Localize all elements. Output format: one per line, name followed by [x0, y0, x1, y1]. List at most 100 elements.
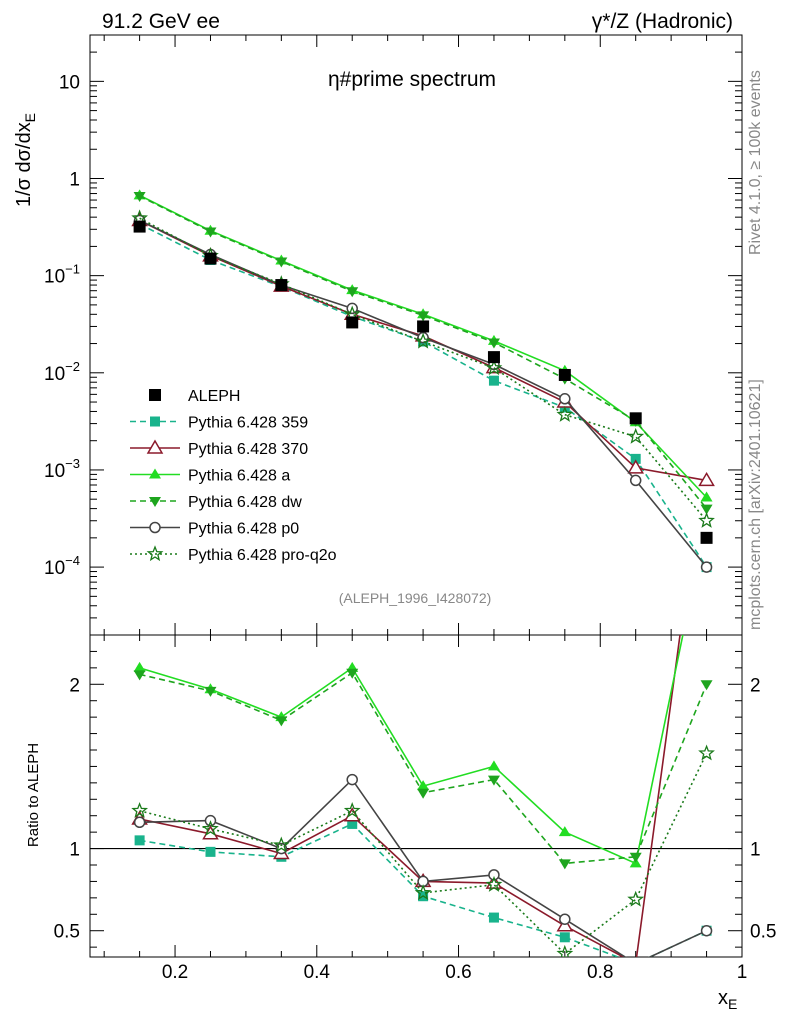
main-plot-panel: η#prime spectrum (ALEPH_1996_I428072) 1/…: [13, 34, 743, 636]
marker: [556, 944, 574, 957]
marker: [133, 220, 146, 233]
marker: [629, 474, 642, 487]
marker: [275, 716, 288, 727]
x-tick-label: 0.6: [445, 962, 471, 983]
marker: [559, 393, 571, 405]
marker: [559, 913, 571, 925]
marker: [629, 852, 642, 863]
legend: ALEPH Pythia 6.428 359 Pythia 6.428 370 Pyt…: [130, 388, 337, 564]
y-tick-label: 10−3: [44, 456, 80, 482]
marker: [627, 890, 645, 907]
marker: [487, 351, 500, 364]
marker: [146, 439, 164, 454]
marker: [629, 412, 642, 425]
ratio-pythia-6-428-pro-q2o: [131, 744, 715, 957]
marker: [700, 504, 713, 515]
marker: [205, 846, 216, 857]
marker: [131, 802, 149, 818]
marker: [133, 661, 146, 672]
marker: [698, 744, 715, 761]
x-tick-label: 0.4: [304, 962, 331, 983]
marker: [202, 820, 219, 836]
series-aleph: [133, 220, 713, 544]
legend-label: Pythia 6.428 a: [188, 468, 290, 485]
marker: [558, 859, 571, 870]
legend-label: ALEPH: [188, 388, 240, 405]
y-tick-label: 10: [59, 72, 80, 93]
main-y-axis-label: 1/σ dσ/dxE: [13, 113, 38, 207]
y-tick-label: 10−4: [44, 553, 80, 579]
marker: [343, 801, 361, 818]
marker: [700, 491, 713, 502]
legend-entry: Pythia 6.428 pro-q2o: [130, 545, 337, 564]
marker: [149, 497, 161, 507]
marker: [346, 316, 359, 329]
ratio-line: [139, 635, 684, 865]
marker: [556, 405, 574, 422]
legend-label: Pythia 6.428 359: [188, 415, 308, 432]
marker: [700, 531, 713, 544]
marker: [630, 453, 641, 464]
x-tick-label: 0.8: [587, 962, 613, 983]
legend-entry: ALEPH: [149, 388, 240, 405]
marker: [204, 686, 217, 697]
legend-entry: Pythia 6.428 p0: [130, 521, 299, 538]
marker: [346, 287, 359, 298]
marker: [346, 773, 358, 786]
legend-label: Pythia 6.428 pro-q2o: [188, 547, 337, 564]
legend-entry: Pythia 6.428 dw: [130, 494, 302, 511]
x-axis-label: xE: [718, 987, 737, 1012]
marker: [698, 471, 715, 487]
marker: [417, 320, 430, 333]
marker: [700, 680, 713, 691]
marker: [414, 332, 432, 349]
x-tick-label: 0.2: [162, 962, 188, 983]
marker: [417, 788, 430, 799]
y-tick-label: 10−1: [44, 262, 80, 288]
marker: [627, 459, 645, 474]
y-tick-label: 2: [750, 675, 761, 696]
marker: [485, 875, 503, 892]
chart-title: η#prime spectrum: [328, 68, 496, 91]
marker: [487, 775, 500, 786]
marker: [133, 670, 146, 681]
marker: [146, 545, 164, 562]
ratio-frame: [89, 634, 743, 958]
marker: [347, 818, 358, 829]
series-line: [139, 217, 708, 522]
ratio-line: [139, 778, 707, 957]
marker: [488, 375, 499, 386]
marker: [700, 561, 713, 573]
ratio-line: [139, 671, 708, 865]
marker: [133, 816, 146, 829]
header-right: γ*/Z (Hadronic): [592, 10, 733, 33]
ratio-y-axis-label: Ratio to ALEPH: [25, 743, 42, 847]
series-line: [139, 223, 708, 568]
marker: [346, 668, 359, 679]
legend-entry: Pythia 6.428 a: [130, 468, 290, 485]
ratio-pythia-6-428-dw: [133, 668, 713, 870]
legend-entry: Pythia 6.428 359: [130, 415, 308, 432]
y-tick-label: 0.5: [750, 922, 776, 943]
ratio-pythia-6-428-359: [134, 818, 712, 957]
marker: [488, 869, 500, 881]
y-tick-label: 1: [69, 170, 80, 191]
y-tick-label: 1: [750, 840, 761, 861]
series-pythia-6-428-dw: [133, 192, 713, 515]
marker: [272, 836, 290, 853]
marker: [698, 511, 715, 528]
marker: [149, 468, 161, 479]
marker: [204, 252, 217, 265]
marker: [149, 389, 161, 401]
legend-label: Pythia 6.428 dw: [188, 494, 302, 511]
marker: [487, 760, 500, 771]
rivet-label: Rivet 4.1.0, ≥ 100k events: [747, 70, 764, 255]
marker: [700, 924, 713, 937]
marker: [485, 359, 503, 376]
marker: [275, 279, 288, 292]
marker: [417, 311, 430, 322]
marker: [275, 257, 288, 268]
marker: [150, 416, 160, 427]
marker: [559, 932, 570, 943]
